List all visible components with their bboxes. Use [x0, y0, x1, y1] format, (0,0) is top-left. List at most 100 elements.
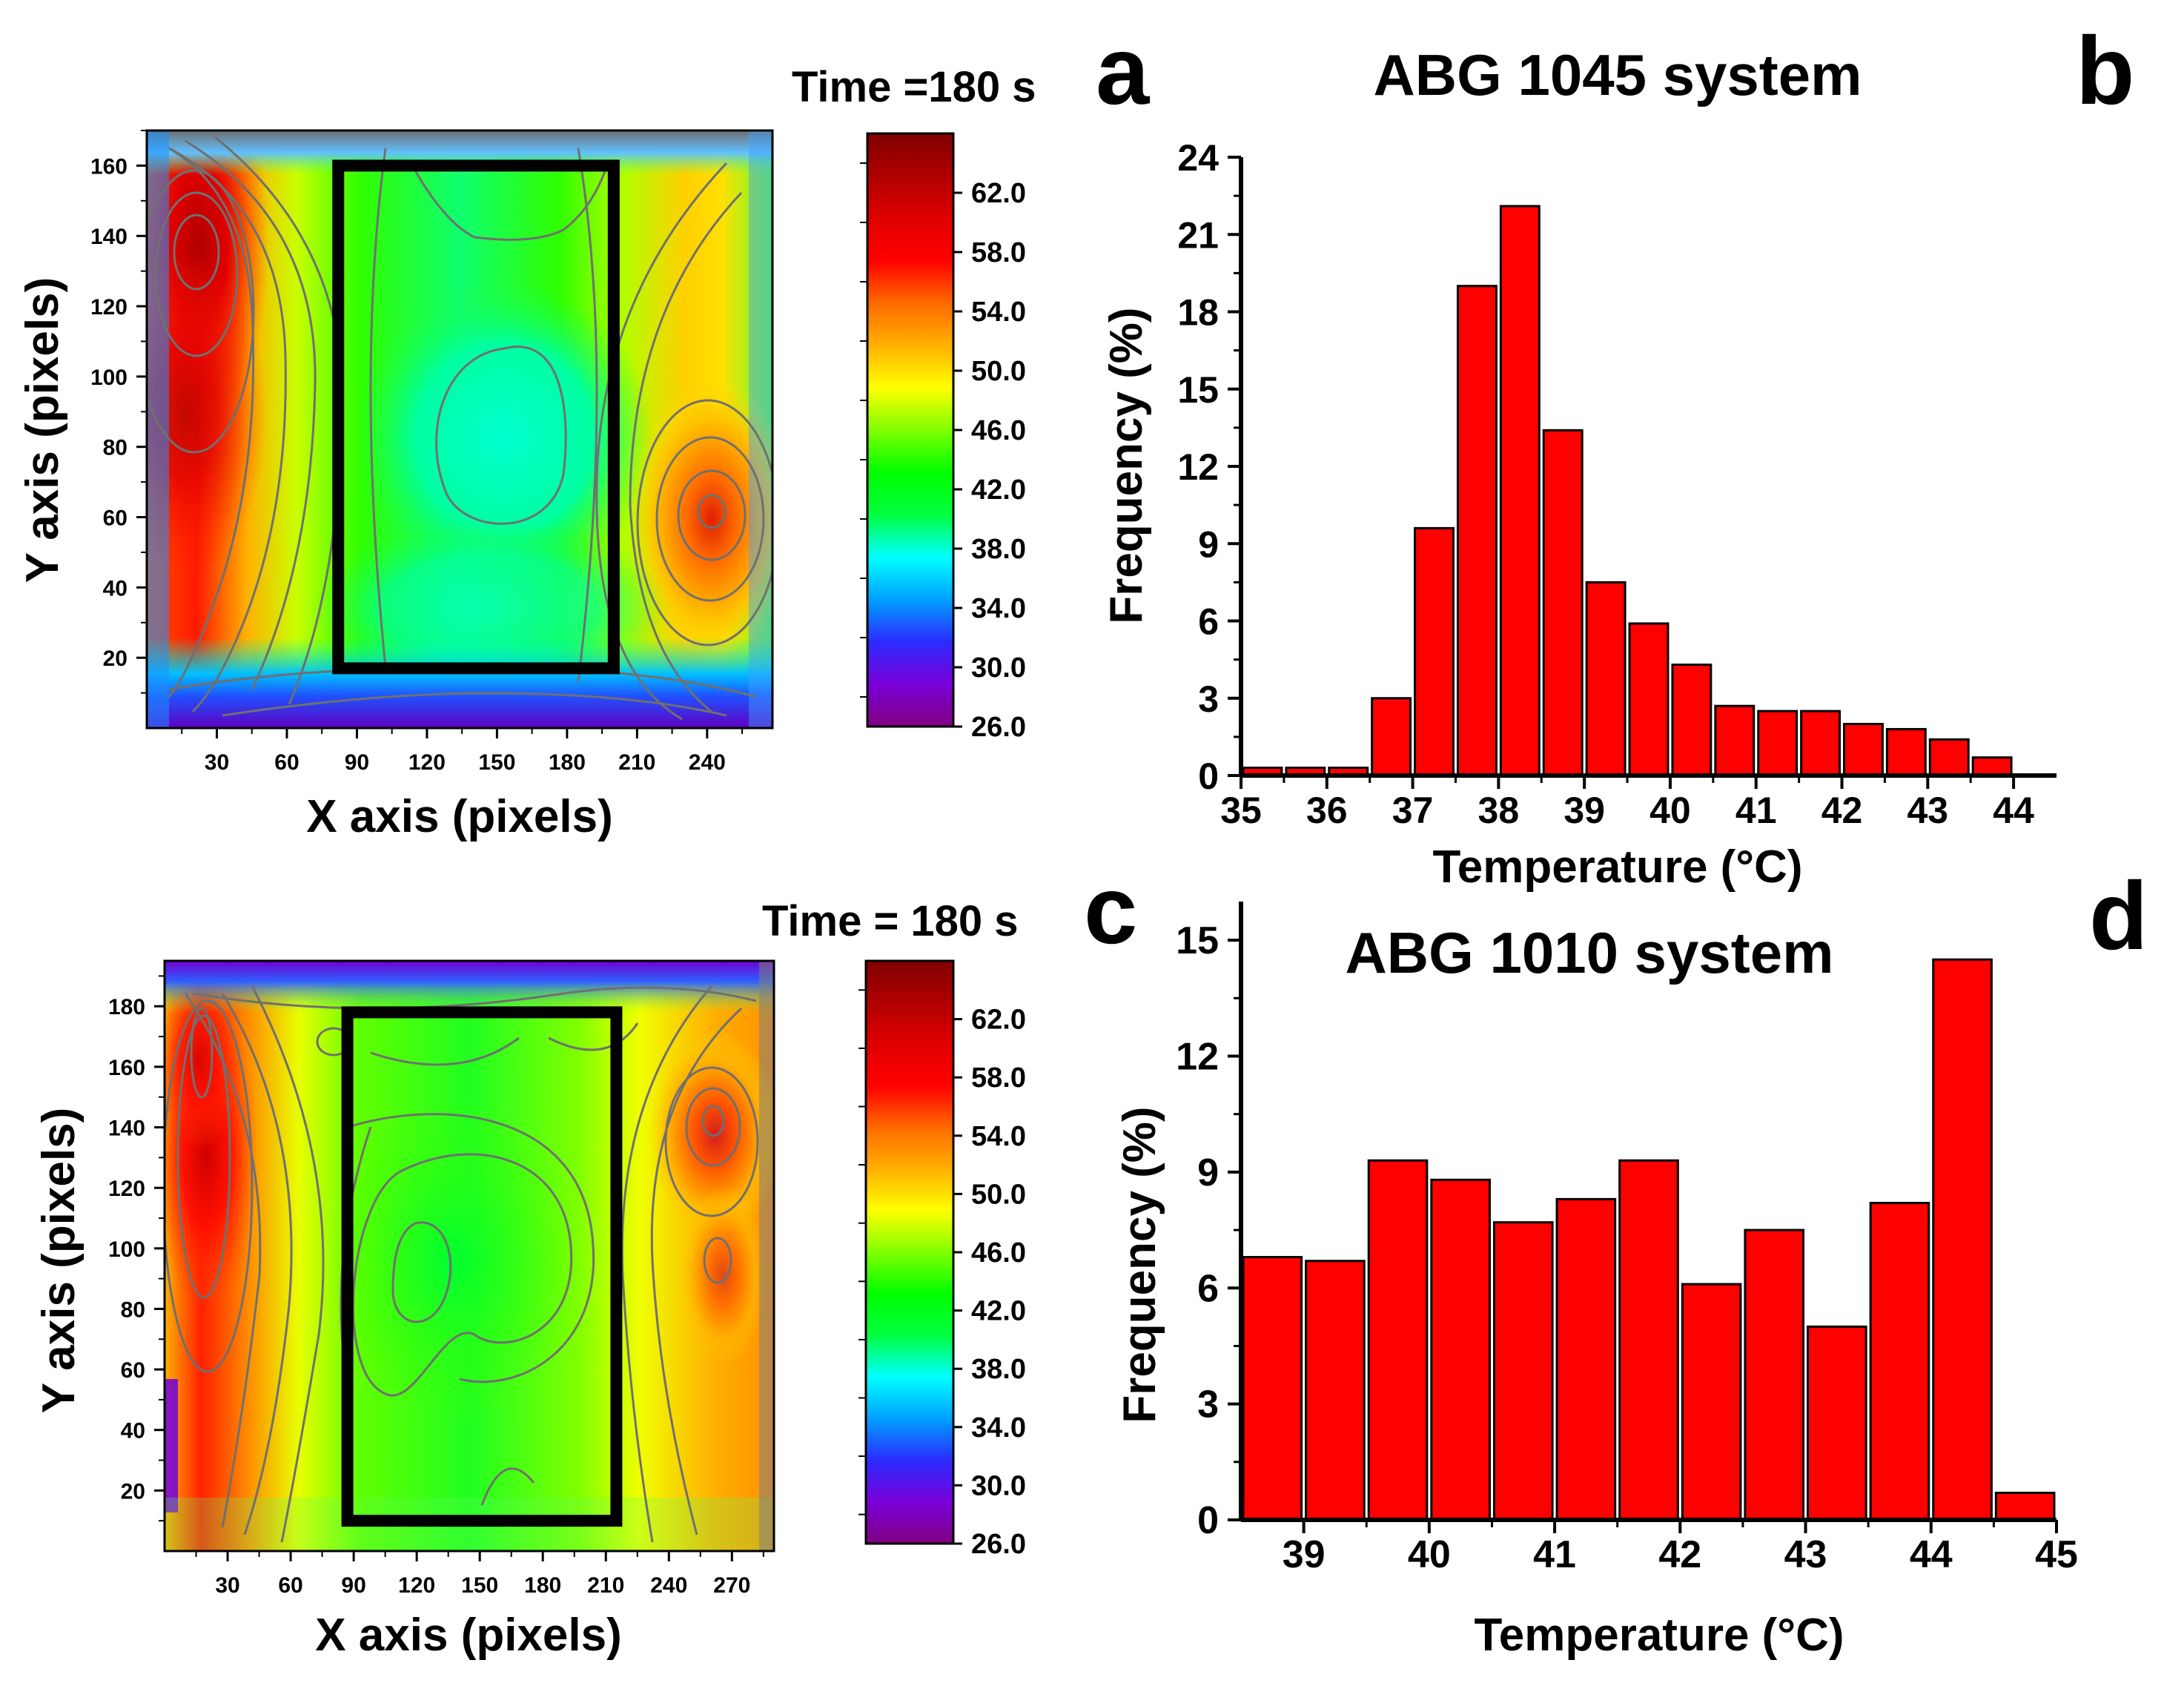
bars-b [1242, 205, 2013, 777]
histogram-b-xtick-label: 43 [1907, 790, 1949, 831]
heatmap-c-ytick-label: 160 [108, 1056, 145, 1080]
histogram-b-bar [1714, 704, 1756, 777]
histogram-b-bar [1499, 205, 1541, 777]
heatmap-a-colorbar-tick-label: 62.0 [971, 178, 1026, 209]
heatmap-a-ytick-label: 100 [90, 366, 128, 390]
heatmap-a-colorbar-bar [866, 132, 955, 728]
heatmap-a-xtick-label: 210 [618, 750, 655, 775]
heatmap-a-time-label: Time =180 s [792, 63, 1036, 111]
histogram-d-xtick-label: 40 [1408, 1533, 1451, 1576]
heatmap-a-colorbar-tick-label: 26.0 [971, 712, 1026, 743]
heatmap-a-image [147, 130, 772, 728]
heatmap-a-colorbar-tick-label: 54.0 [971, 297, 1026, 328]
heatmap-a-ytick-label: 40 [103, 576, 128, 601]
histogram-d-bar [1430, 1178, 1491, 1521]
heatmap-a-ytick-label: 140 [90, 225, 128, 249]
histogram-d-ytick-label: 9 [1197, 1151, 1219, 1194]
histogram-d-bar [1305, 1260, 1366, 1521]
histogram-d-ytick-label: 6 [1197, 1267, 1219, 1310]
histogram-d-bar [1807, 1325, 1867, 1521]
panel-d-histogram: 39 40 41 42 43 44 45 0 3 6 9 12 15 ABG 1010 system T… [1114, 902, 2078, 1661]
roi-box-c [341, 1006, 623, 1527]
heatmap-c-colorbar-tick-label: 50.0 [971, 1179, 1026, 1210]
heatmap-c-xtick-label: 60 [278, 1573, 302, 1598]
panel-label-b: b [2076, 16, 2134, 125]
heatmap-c-colorbar-tick-label: 38.0 [971, 1354, 1026, 1385]
heatmap-a-xlabel: X axis (pixels) [306, 791, 613, 842]
heatmap-c-colorbar-tick-label: 30.0 [971, 1470, 1026, 1501]
histogram-d-xtick-label: 44 [1910, 1533, 1953, 1576]
heatmap-c-colorbar-bar [864, 959, 955, 1545]
histogram-b-bar [1843, 723, 1884, 777]
histogram-d-ytick-label: 3 [1197, 1383, 1219, 1426]
heatmap-a-xtick-label: 180 [549, 750, 586, 775]
contour-lines-c [165, 985, 759, 1543]
heatmap-c-ytick-label: 140 [108, 1117, 145, 1141]
heatmap-a-ytick-label: 80 [103, 436, 128, 460]
histogram-b-xtick-label: 36 [1306, 790, 1348, 831]
axes-a: 30 60 90 120 150 180 210 240 20 40 60 80 100 120 140 16… [90, 130, 744, 775]
histogram-b-ytick-label: 3 [1198, 678, 1219, 720]
heatmap-a-xtick-label: 60 [274, 750, 299, 775]
heatmap-a-xtick-label: 240 [689, 750, 726, 775]
histogram-b-bar [1585, 581, 1627, 777]
histogram-d-bar [1492, 1221, 1554, 1521]
histogram-d-ytick-label: 12 [1176, 1036, 1219, 1079]
heatmap-c-colorbar-tick-label: 46.0 [971, 1237, 1026, 1269]
plot-frame-c [163, 959, 775, 1553]
heatmap-c-time-label: Time = 180 s [762, 897, 1019, 945]
histogram-d-bar [1994, 1492, 2056, 1521]
histogram-d-bar [1618, 1159, 1679, 1521]
heatmap-a-xtick-label: 90 [345, 750, 369, 775]
heatmap-a-colorbar-tick-label: 30.0 [971, 652, 1026, 684]
axes-c: 30 60 90 120 150 180 210 240 270 20 40 60 80 100 120 14… [108, 975, 764, 1598]
heatmap-c-image [165, 961, 774, 1551]
heatmap-a-ytick-label: 160 [90, 154, 128, 179]
histogram-b-ytick-label: 12 [1177, 446, 1219, 488]
histogram-d-bar [1681, 1283, 1742, 1521]
panel-label-c: c [1084, 856, 1137, 964]
panel-label-a: a [1096, 16, 1151, 125]
histogram-b-bar [1371, 697, 1412, 777]
histogram-b-bar [1971, 756, 2013, 777]
histogram-d-xtick-label: 43 [1784, 1533, 1827, 1576]
heatmap-a-colorbar-tick-label: 42.0 [971, 475, 1026, 506]
histogram-d-xtick-label: 41 [1533, 1533, 1576, 1576]
histogram-b-xtick-label: 37 [1392, 790, 1434, 831]
panel-label-d: d [2089, 862, 2148, 970]
heatmap-c-xtick-label: 180 [524, 1573, 561, 1598]
histogram-b-ytick-label: 9 [1198, 523, 1219, 565]
heatmap-c-ytick-label: 100 [108, 1237, 145, 1262]
histogram-b-bar [1757, 710, 1799, 777]
heatmap-a-xtick-label: 150 [478, 750, 515, 775]
histogram-b-ytick-label: 21 [1177, 214, 1219, 256]
histogram-b-xlabel: Temperature (°C) [1432, 842, 1802, 893]
histogram-d-bar [1869, 1202, 1930, 1521]
heatmap-c-colorbar-tick-label: 58.0 [971, 1062, 1026, 1094]
heatmap-c-colorbar-tick-label: 62.0 [971, 1005, 1026, 1036]
histogram-b-bar [1414, 526, 1455, 777]
histogram-d-ytick-label: 15 [1176, 919, 1219, 962]
histogram-b-ytick-label: 6 [1198, 601, 1219, 643]
histogram-d-ylabel: Frequency (%) [1114, 1106, 1165, 1423]
histogram-b-ylabel: Frequency (%) [1101, 307, 1152, 624]
histogram-d-bar [1932, 958, 1993, 1521]
heatmap-a-colorbar-tick-label: 38.0 [971, 534, 1026, 565]
histogram-b-xtick-label: 35 [1220, 790, 1262, 831]
heatmap-c-colorbar-tick-label: 34.0 [971, 1412, 1026, 1444]
histogram-d-bar [1367, 1159, 1429, 1521]
histogram-b-ytick-label: 15 [1177, 369, 1219, 411]
histogram-d-bar [1744, 1229, 1805, 1521]
plot-frame-a [145, 129, 774, 730]
heatmap-c-colorbar-tick-label: 42.0 [971, 1296, 1026, 1327]
histogram-d-xtick-label: 42 [1658, 1533, 1701, 1576]
heatmap-c-xtick-label: 120 [398, 1573, 435, 1598]
roi-box-a [332, 159, 620, 675]
panel-a-heatmap: 30 60 90 120 150 180 210 240 20 40 60 80 100 120 140 16… [17, 63, 1036, 842]
heatmap-a-colorbar-tick-label: 46.0 [971, 415, 1026, 446]
heatmap-c-xtick-label: 90 [341, 1573, 365, 1598]
heatmap-a-colorbar-tick-label: 34.0 [971, 593, 1026, 624]
histogram-b-xtick-label: 38 [1478, 790, 1520, 831]
